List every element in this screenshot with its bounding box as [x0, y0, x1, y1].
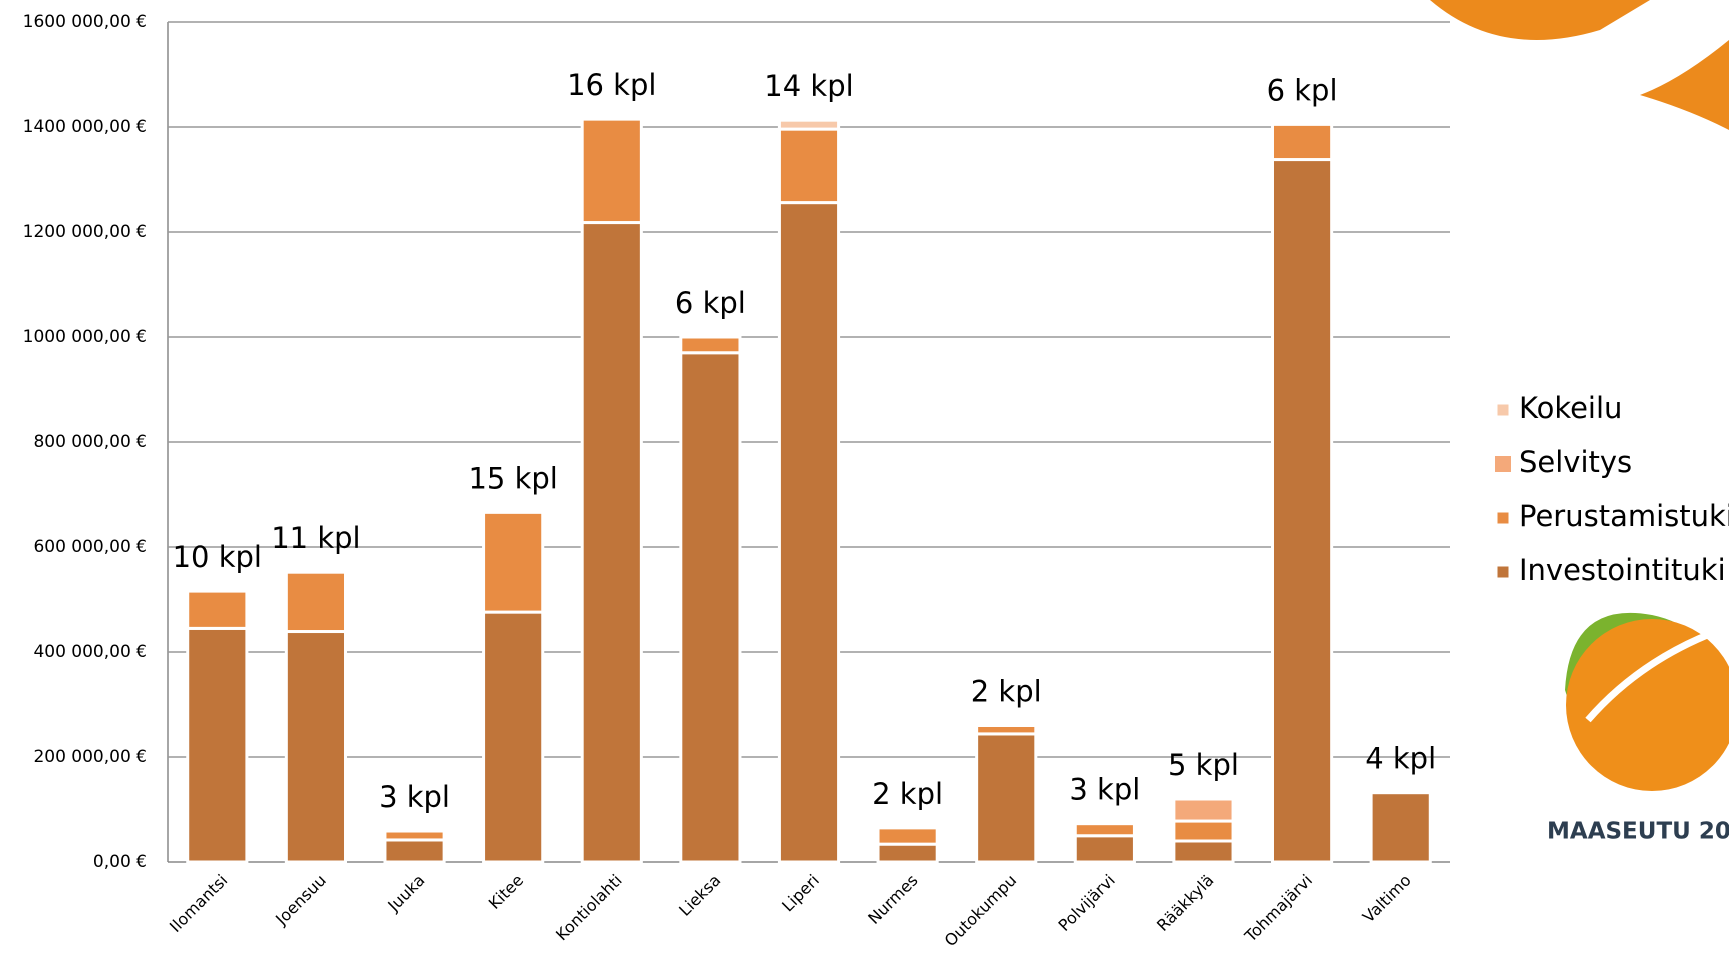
bar-segment — [1073, 822, 1136, 838]
data-annotation: 5 kpl — [1168, 748, 1239, 782]
y-tick-label: 1400 000,00 € — [23, 117, 147, 137]
data-annotation: 14 kpl — [764, 69, 853, 103]
logo-text: MAASEUTU 2020 — [1547, 819, 1729, 845]
y-tick-label: 1000 000,00 € — [23, 327, 147, 347]
data-annotation: 16 kpl — [567, 68, 656, 102]
bar-segment — [1073, 834, 1136, 864]
x-tick-label: Rääkkylä — [1153, 871, 1217, 935]
bar-segment — [1270, 158, 1334, 864]
bar-segment — [1172, 797, 1235, 823]
legend-label: Perustamistuki — [1519, 499, 1729, 533]
bar-segment — [777, 201, 841, 864]
bar-segment — [777, 118, 841, 131]
bar-segment — [580, 221, 643, 864]
x-tick-label: Liperi — [778, 871, 823, 916]
logo-line — [1585, 626, 1722, 723]
bar-segment — [975, 732, 1038, 864]
bar-segment — [186, 626, 249, 864]
bar-segment — [383, 829, 446, 842]
data-annotation: 2 kpl — [872, 777, 943, 811]
logo-swoosh — [1640, 40, 1729, 130]
data-annotation: 15 kpl — [468, 461, 557, 495]
y-tick-label: 400 000,00 € — [33, 642, 147, 662]
data-annotation: 3 kpl — [1069, 773, 1140, 807]
legend-swatch — [1497, 566, 1509, 578]
x-tick-label: Valtimo — [1359, 871, 1415, 927]
bar-segment — [975, 724, 1038, 736]
legend-swatch — [1495, 456, 1511, 472]
data-annotation: 11 kpl — [271, 521, 360, 555]
bar-segment — [1270, 122, 1334, 162]
y-tick-label: 800 000,00 € — [33, 432, 147, 452]
y-tick-label: 1200 000,00 € — [23, 222, 147, 242]
bar-segment — [679, 351, 742, 864]
x-tick-label: Kontiolahti — [552, 871, 626, 945]
data-annotation: 6 kpl — [1267, 73, 1338, 107]
x-tick-label: Kitee — [485, 871, 527, 913]
bar-segment — [383, 838, 446, 864]
bar-segment — [679, 335, 742, 355]
legend-label: Investointituki — [1519, 553, 1726, 587]
legend-label: Kokeilu — [1519, 391, 1622, 425]
bar-segment — [1172, 839, 1235, 864]
bar-segment — [777, 127, 841, 205]
legend-label: Selvitys — [1519, 445, 1632, 479]
x-tick-label: Nurmes — [864, 871, 921, 928]
logo-swoosh — [1430, 0, 1650, 40]
legend-swatch — [1497, 512, 1509, 524]
bar-segment — [482, 510, 545, 614]
bar-segment — [186, 589, 249, 630]
x-tick-label: Joensuu — [271, 871, 330, 930]
y-tick-label: 0,00 € — [93, 852, 147, 872]
y-tick-label: 600 000,00 € — [33, 537, 147, 557]
x-tick-label: Outokumpu — [941, 871, 1021, 951]
bar-segment — [482, 610, 545, 864]
x-tick-label: Tohmajärvi — [1240, 871, 1316, 947]
legend-swatch — [1497, 404, 1509, 416]
logo: MAASEUTU 2020 — [1547, 612, 1729, 845]
bar-segment — [876, 842, 939, 864]
x-tick-label: Polvijärvi — [1055, 871, 1119, 935]
x-tick-label: Juuka — [383, 871, 428, 916]
y-tick-label: 200 000,00 € — [33, 747, 147, 767]
x-tick-label: Lieksa — [675, 871, 724, 920]
bar-segment — [876, 826, 939, 846]
x-tick-label: Ilomantsi — [166, 871, 231, 936]
bar-segment — [284, 630, 348, 864]
bar-segment — [1369, 791, 1432, 864]
logo-circle — [1566, 619, 1729, 791]
bar-segment — [1172, 819, 1235, 843]
data-annotation: 2 kpl — [971, 675, 1042, 709]
data-annotation: 3 kpl — [379, 780, 450, 814]
data-annotation: 4 kpl — [1365, 742, 1436, 776]
bar-segment — [580, 117, 643, 225]
y-tick-label: 1600 000,00 € — [23, 12, 147, 32]
data-annotation: 6 kpl — [675, 286, 746, 320]
bar-segment — [284, 570, 348, 634]
data-annotation: 10 kpl — [173, 540, 262, 574]
